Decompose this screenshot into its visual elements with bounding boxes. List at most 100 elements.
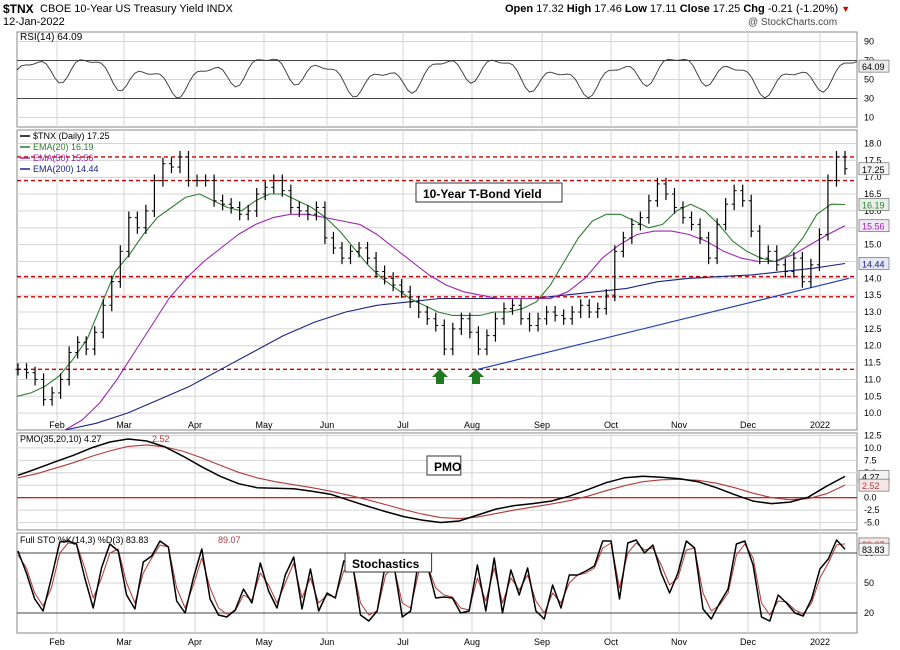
ema200-line — [64, 262, 846, 431]
y-tick-label: 11.0 — [864, 374, 881, 384]
x-month-label: 2022 — [810, 420, 830, 430]
x-month-label-bottom: Apr — [188, 637, 202, 647]
value-tag — [858, 198, 890, 211]
open-label: Open — [505, 3, 534, 15]
price-legend-entry: EMA(20) 16.19 — [33, 142, 94, 152]
stochastics-k-line — [17, 539, 846, 622]
value-tag — [858, 478, 890, 492]
x-month-label: Feb — [49, 420, 65, 430]
y-tick-label: 50 — [864, 578, 874, 588]
value-tag — [858, 59, 890, 73]
pmo-panel-title-box — [426, 455, 462, 476]
y-tick-label: 15.0 — [864, 240, 882, 250]
y-tick-label: 13.0 — [864, 307, 882, 317]
stochastics-d-line — [17, 542, 846, 616]
y-tick-label: 17.0 — [864, 172, 882, 182]
price-panel-title-box — [415, 182, 563, 203]
symbol-name: CBOE 10-Year US Treasury Yield INDX — [40, 3, 233, 15]
rsi-legend: RSI(14) 64.09 — [20, 32, 83, 43]
value-tag — [858, 162, 890, 176]
value-tag — [858, 219, 890, 233]
chart-date: 12-Jan-2022 — [3, 16, 65, 28]
pmo-signal-line — [17, 444, 846, 520]
y-tick-label: 17.5 — [864, 155, 882, 165]
copyright-text: @ StockCharts.com — [748, 17, 838, 28]
value-tag-label: 64.09 — [862, 62, 885, 72]
x-month-label: Nov — [671, 420, 688, 430]
y-tick-label: 12.0 — [864, 341, 882, 351]
x-month-label-bottom: Jul — [397, 637, 409, 647]
price-panel-title: 10-Year T-Bond Yield — [423, 187, 542, 201]
y-tick-label: 50 — [864, 75, 874, 85]
x-month-label-bottom: Jun — [320, 637, 335, 647]
value-tag-label: 83.83 — [862, 545, 885, 555]
price-legend-entry: EMA(200) 14.44 — [33, 164, 99, 174]
pmo-line — [17, 438, 846, 524]
value-tag-label: 15.56 — [862, 222, 885, 232]
x-month-label-bottom: May — [255, 637, 273, 647]
copyright-label: @ StockCharts.com — [748, 17, 837, 28]
x-month-label: Mar — [116, 420, 132, 430]
close-label: Close — [679, 3, 710, 15]
x-month-label-bottom: Mar — [116, 637, 132, 647]
y-tick-label: 20 — [864, 608, 874, 618]
x-month-label: Sep — [534, 420, 550, 430]
low-label: Low — [624, 3, 647, 15]
ema50-line — [64, 213, 846, 431]
x-month-label-bottom: Sep — [534, 637, 550, 647]
y-tick-label: 0.0 — [864, 493, 877, 503]
value-tag — [858, 257, 890, 270]
up-arrow-icon — [432, 369, 448, 384]
ema20-line — [16, 193, 846, 397]
x-month-label: May — [255, 420, 273, 430]
y-tick-label: 16.5 — [864, 189, 882, 199]
x-month-label-bottom: Oct — [604, 637, 619, 647]
value-tag-label: 16.19 — [862, 200, 885, 210]
y-tick-label: 12.5 — [864, 324, 882, 334]
chg-down-arrow-icon: ▼ — [841, 4, 851, 14]
rsi-line — [16, 58, 858, 99]
x-month-label: Jul — [397, 420, 409, 430]
y-tick-label: 10 — [864, 113, 874, 123]
price-legend-entry: $TNX (Daily) 17.25 — [33, 131, 110, 141]
high-label: High — [566, 3, 592, 15]
y-tick-label: 10.0 — [864, 408, 882, 418]
value-tag-label: 2.52 — [862, 481, 880, 491]
x-month-label: Dec — [740, 420, 757, 430]
y-tick-label: 16.0 — [864, 206, 882, 216]
y-tick-label: 13.5 — [864, 290, 882, 300]
low-value: 17.11 — [649, 3, 677, 15]
x-month-label-bottom: Nov — [671, 637, 688, 647]
x-month-label: Oct — [604, 420, 619, 430]
value-tag-label: 17.25 — [862, 165, 885, 175]
pmo-panel-title: PMO — [434, 460, 461, 474]
y-tick-label: 14.0 — [864, 273, 882, 283]
open-value: 17.32 — [536, 3, 564, 15]
chg-value: -0.21 (-1.20%) — [767, 3, 839, 15]
y-tick-label: -2.5 — [864, 505, 880, 515]
pmo-signal-legend: 2.52 — [152, 434, 170, 444]
y-tick-label: -5.0 — [864, 518, 880, 528]
value-tag — [858, 542, 890, 556]
chg-label: Chg — [743, 3, 765, 15]
value-tag-label: 4.27 — [862, 472, 880, 482]
price-legend-entry: EMA(50) 15.56 — [33, 153, 94, 163]
y-tick-label: 10.0 — [864, 443, 882, 453]
y-tick-label: 30 — [864, 94, 874, 104]
symbol: $TNX — [3, 2, 34, 16]
x-month-label: Jun — [320, 420, 335, 430]
y-tick-label: 11.5 — [864, 358, 881, 368]
close-value: 17.25 — [712, 3, 741, 15]
stochastics-d-legend: 89.07 — [218, 535, 241, 545]
y-tick-label: 12.5 — [864, 430, 882, 440]
y-tick-label: 90 — [864, 37, 874, 47]
high-value: 17.46 — [594, 3, 622, 15]
x-month-label-bottom: Dec — [740, 637, 757, 647]
x-month-label: Aug — [464, 420, 480, 430]
value-tag-label: 14.44 — [862, 259, 885, 269]
y-tick-label: 10.5 — [864, 391, 882, 401]
stochastics-panel-title-box — [344, 552, 433, 573]
y-tick-label: 7.5 — [864, 455, 877, 465]
x-month-label-bottom: 2022 — [810, 637, 830, 647]
